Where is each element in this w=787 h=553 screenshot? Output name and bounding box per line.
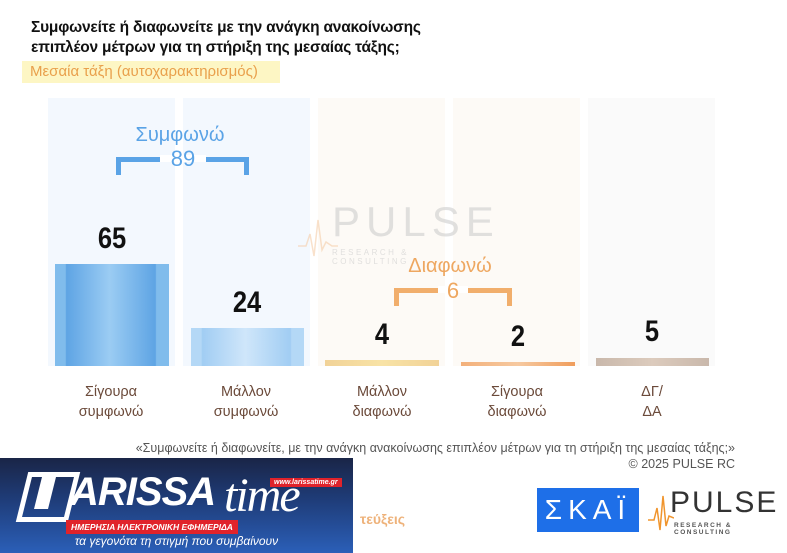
- pulse-logo-sub: RESEARCH & CONSULTING: [674, 522, 732, 536]
- category-line1: Μάλλον: [220, 384, 272, 400]
- bar-sigoura-symfono: [55, 264, 169, 366]
- category-line2: συμφωνώ: [78, 404, 144, 420]
- disagree-group-total: 6: [446, 278, 460, 303]
- pulse-logo: PULSE RESEARCH & CONSULTING: [648, 486, 776, 536]
- value-label-5: 5: [644, 315, 660, 348]
- pulse-wave-icon: [648, 495, 674, 531]
- agree-bracket-gap: [160, 155, 206, 162]
- category-line1: Σίγουρα: [490, 384, 544, 400]
- category-label-1: Σίγουρα συμφωνώ: [46, 382, 176, 422]
- banner-tagline: ΗΜΕΡΗΣΙΑ ΗΛΕΚΤΡΟΝΙΚΗ ΕΦΗΜΕΡΙΔΑ: [66, 520, 238, 534]
- banner-url[interactable]: www.larissatime.gr: [270, 478, 342, 487]
- value-label-3: 4: [374, 318, 390, 351]
- category-line2: διαφωνώ: [487, 404, 547, 420]
- pulse-wave-icon: [298, 219, 338, 257]
- category-line2: συμφωνώ: [213, 404, 279, 420]
- pulse-logo-text: PULSE: [670, 486, 779, 519]
- category-line1: Σίγουρα: [84, 384, 138, 400]
- category-line2: ΔΑ: [642, 404, 662, 420]
- category-label-4: Σίγουρα διαφωνώ: [452, 382, 582, 422]
- pulse-watermark: PULSE RESEARCH & CONSULTING: [298, 198, 494, 266]
- skai-logo: ΣΚΑΪ: [537, 488, 639, 532]
- chart-subtitle: Μεσαία τάξη (αυτοχαρακτηρισμός): [22, 61, 280, 83]
- column-bg-4: [453, 98, 580, 366]
- column-bg-5: [588, 98, 715, 366]
- value-label-4: 2: [510, 320, 526, 353]
- category-label-5: ΔΓ/ ΔΑ: [587, 382, 717, 422]
- banner-slogan: τα γεγονότα τη στιγμή που συμβαίνουν: [74, 534, 279, 548]
- value-label-1: 65: [97, 222, 127, 255]
- footnote-question: «Συμφωνείτε ή διαφωνείτε, με την ανάγκη …: [135, 441, 735, 455]
- watermark-sub: RESEARCH & CONSULTING: [332, 248, 410, 266]
- footnote: «Συμφωνείτε ή διαφωνείτε, με την ανάγκη …: [136, 440, 735, 472]
- disagree-group-label: Διαφωνώ: [408, 255, 492, 277]
- banner-brand: ARISSA: [70, 470, 216, 514]
- agree-group-label: Συμφωνώ: [135, 124, 225, 146]
- category-line1: ΔΓ/: [641, 384, 663, 400]
- footnote-copyright: © 2025 PULSE RC: [628, 457, 735, 471]
- watermark-name: PULSE: [332, 198, 500, 245]
- bar-dg-da: [596, 358, 709, 366]
- chart-title: Συμφωνείτε ή διαφωνείτε με την ανάγκη αν…: [31, 19, 421, 56]
- bar-mallon-symfono: [191, 328, 304, 366]
- category-label-2: Μάλλον συμφωνώ: [181, 382, 311, 422]
- category-line2: διαφωνώ: [352, 404, 412, 420]
- category-line1: Μάλλον: [356, 384, 408, 400]
- value-label-2: 24: [232, 286, 262, 319]
- banner-brand-suffix: time: [224, 469, 301, 522]
- column-bg-2: [183, 98, 310, 366]
- bar-sigoura-diafono: [461, 362, 575, 366]
- disagree-bracket-gap: [438, 286, 468, 293]
- agree-group-total: 89: [170, 146, 196, 171]
- bar-mallon-diafono: [325, 360, 439, 366]
- larissatime-banner[interactable]: ARISSA time www.larissatime.gr ΗΜΕΡΗΣΙΑ …: [0, 458, 353, 553]
- column-bg-3: [318, 98, 445, 366]
- partial-caption: τεύξεις: [360, 511, 406, 527]
- category-label-3: Μάλλον διαφωνώ: [317, 382, 447, 422]
